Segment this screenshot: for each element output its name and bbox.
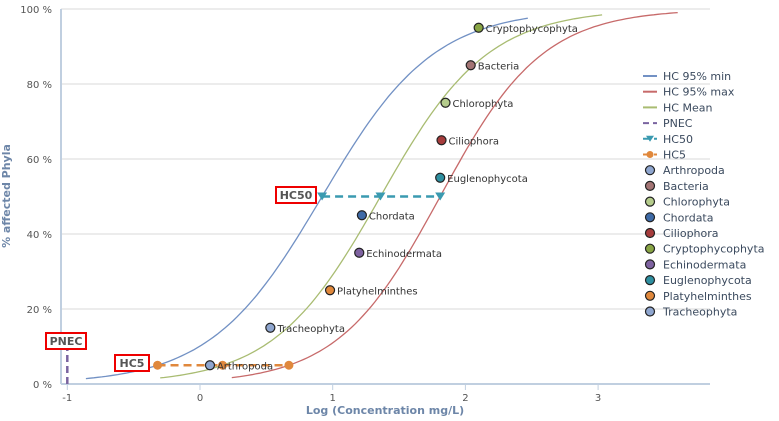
pnec-annotation-box [45, 332, 87, 350]
point-cryptophycophyta [473, 22, 484, 33]
point-chlorophyta [440, 97, 451, 108]
y-tick-label: 100 % [20, 5, 52, 16]
hc5-marker [153, 360, 163, 370]
hc5-annotation-box [114, 354, 150, 372]
legend-item: Arthropoda [663, 164, 725, 177]
point-label: Ciliophora [449, 136, 499, 147]
legend-item: Ciliophora [663, 227, 719, 240]
hc5-annotation-label: HC5 [120, 357, 145, 370]
y-tick-label: 80 % [27, 80, 52, 91]
point-label: Cryptophycophyta [486, 24, 578, 35]
y-tick-label: 20 % [27, 305, 52, 316]
legend-item: HC 95% min [663, 70, 731, 83]
y-tick-label: 0 % [33, 380, 52, 391]
point-label: Arthropoda [217, 361, 273, 372]
y-tick-label: 60 % [27, 155, 52, 166]
legend-circle-icon [644, 275, 656, 286]
point-label: Echinodermata [366, 249, 442, 260]
legend-circle-icon [644, 227, 656, 239]
hc50-annotation-box [275, 186, 317, 204]
legend-item: Cryptophycophyta [663, 243, 765, 256]
point-platyhelminthes [324, 285, 336, 296]
legend-item: HC5 [663, 149, 686, 162]
x-tick-label: 0 [197, 393, 203, 404]
x-tick-label: 2 [462, 393, 468, 404]
legend-circle-icon [644, 306, 656, 317]
legend-triangle-icon [646, 135, 654, 142]
legend-item: Chordata [663, 211, 714, 224]
hc50-annotation-label: HC50 [280, 189, 313, 202]
legend-item: HC50 [663, 133, 693, 146]
y-axis-title: % affected Phyla [0, 144, 13, 248]
point-tracheophyta [265, 322, 276, 333]
legend-circle-icon [644, 212, 656, 223]
point-label: Platyhelminthes [337, 286, 418, 297]
hc50-marker [435, 192, 446, 201]
legend-circle-icon [644, 259, 656, 270]
legend-circle-icon [644, 165, 656, 176]
hc5-marker [284, 360, 294, 370]
y-tick-label: 40 % [27, 230, 52, 241]
x-tick-label: -1 [62, 393, 72, 404]
point-echinodermata [354, 247, 365, 258]
point-bacteria [465, 60, 476, 71]
x-tick-label: 1 [330, 393, 336, 404]
legend-item: Echinodermata [663, 258, 746, 271]
hc50-marker [317, 192, 328, 201]
point-chordata [356, 210, 367, 221]
legend-item: Platyhelminthes [663, 290, 752, 303]
point-ciliophora [436, 135, 447, 146]
point-arthropoda [204, 360, 216, 371]
legend-item: HC 95% max [663, 86, 735, 99]
point-label: Euglenophycota [447, 174, 528, 185]
legend-circle-icon [644, 180, 656, 191]
legend-circle-icon [644, 243, 656, 254]
pnec-annotation-label: PNEC [50, 335, 83, 348]
legend-item: HC Mean [663, 101, 712, 114]
legend-item: Chlorophyta [663, 196, 730, 209]
legend-item: Tracheophyta [662, 306, 737, 319]
point-label: Chlorophyta [452, 99, 513, 110]
x-axis-title: Log (Concentration mg/L) [306, 404, 464, 417]
point-label: Chordata [369, 211, 415, 222]
x-tick-label: 3 [595, 393, 601, 404]
point-label: Bacteria [478, 61, 520, 72]
hc50-marker [375, 192, 386, 201]
point-euglenophycota [435, 172, 446, 183]
legend-item: Euglenophycota [663, 274, 752, 287]
curve-hc-95-max [231, 11, 678, 379]
legend-circle-icon [646, 151, 654, 158]
legend-circle-icon [644, 196, 656, 207]
point-label: Tracheophyta [276, 324, 345, 335]
legend-item: Bacteria [663, 180, 709, 193]
hc5-marker [218, 360, 228, 370]
legend-item: PNEC [663, 117, 693, 130]
legend-circle-icon [644, 290, 656, 301]
